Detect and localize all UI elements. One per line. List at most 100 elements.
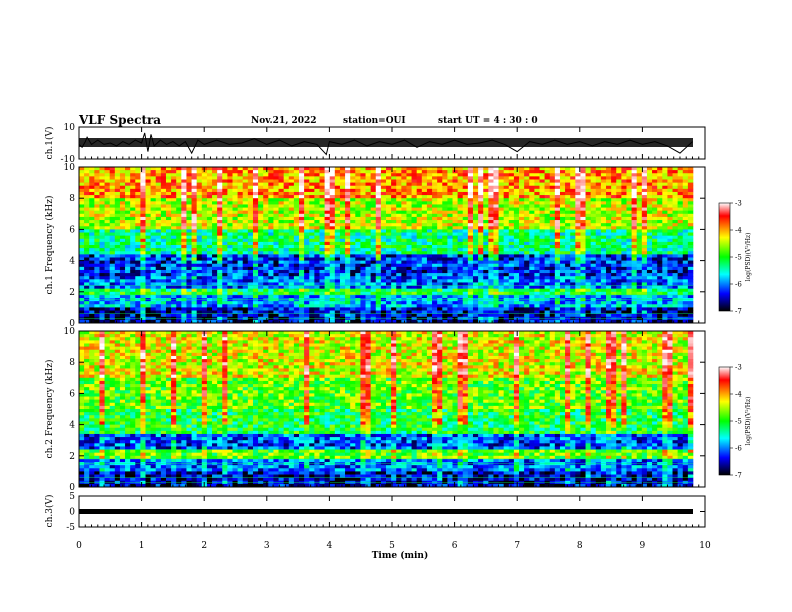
spectrogram-cell [483, 241, 489, 246]
spectrogram-cell [227, 207, 233, 211]
spectrogram-cell [160, 195, 167, 199]
spectrogram-cell [252, 188, 259, 193]
spectrogram-cell [549, 285, 556, 289]
spectrogram-cell [140, 282, 146, 286]
spectrogram-cell [478, 188, 484, 193]
spectrogram-cell [247, 288, 254, 293]
spectrogram-cell [467, 251, 474, 255]
spectrogram-cell [268, 179, 274, 183]
spectrogram-cell [565, 188, 571, 193]
spectrogram-cell [554, 319, 561, 324]
spectrogram-cell [145, 285, 151, 289]
spectrogram-cell [176, 198, 182, 202]
spectrogram-cell [559, 294, 566, 299]
spectrogram-cell [447, 269, 453, 274]
spectrogram-cell [580, 257, 586, 261]
spectrogram-cell [212, 167, 218, 171]
spectrogram-cell [125, 304, 131, 308]
spectrogram-cell [273, 301, 279, 305]
spectrogram-cell [237, 210, 244, 215]
spectrogram-cell [360, 266, 366, 271]
spectrogram-cell [247, 301, 254, 305]
spectrogram-cell [201, 273, 208, 277]
spectrogram-cell [411, 310, 417, 314]
spectrogram-cell [165, 310, 172, 314]
spectrogram-cell [186, 319, 192, 324]
spectrogram-cell [104, 201, 110, 205]
spectrogram-cell [227, 245, 233, 249]
spectrogram-cell [201, 279, 208, 283]
spectrogram-cell [89, 216, 95, 221]
spectrogram-cell [396, 266, 402, 271]
spectrogram-cell [432, 185, 438, 190]
spectrogram-cell [396, 282, 402, 286]
spectrogram-cell [242, 319, 249, 324]
spectrogram-cell [406, 188, 412, 193]
spectrogram-cell [299, 198, 305, 202]
spectrogram-cell [370, 285, 377, 289]
spectrogram-cell [498, 245, 504, 249]
spectrogram-cell [442, 248, 448, 252]
spectrogram-cell [421, 245, 428, 249]
spectrogram-cell [432, 291, 438, 296]
spectrogram-cell [79, 313, 85, 318]
spectrogram-cell [570, 282, 576, 286]
spectrogram-cell [452, 216, 458, 221]
spectrogram-cell [232, 304, 238, 308]
spectrogram-cell [79, 266, 85, 271]
spectrogram-cell [478, 288, 484, 293]
spectrogram-cell [125, 238, 131, 243]
spectrogram-cell [386, 173, 392, 177]
date-label: Nov.21, 2022 [251, 116, 317, 126]
spectrogram-cell [375, 313, 382, 318]
spectrogram-cell [283, 191, 290, 196]
spectrogram-cell [462, 232, 469, 236]
spectrogram-cell [104, 232, 110, 236]
spectrogram-cell [145, 170, 151, 174]
spectrogram-cell [140, 188, 146, 193]
spectrogram-cell [176, 291, 182, 296]
spectrogram-cell [324, 238, 331, 243]
spectrogram-cell [442, 201, 448, 205]
spectrogram-cell [539, 301, 545, 305]
spectrogram-cell [222, 207, 228, 211]
spectrogram-cell [135, 248, 141, 252]
spectrogram-cell [534, 291, 540, 296]
spectrogram-cell [273, 173, 279, 177]
spectrogram-cell [125, 276, 131, 280]
spectrogram-cell [104, 170, 110, 174]
spectrogram-cell [524, 263, 530, 268]
spectrogram-cell [334, 223, 341, 227]
spectrogram-cell [421, 263, 428, 268]
spectrogram-cell [391, 269, 397, 274]
spectrogram-cell [513, 301, 520, 305]
spectrogram-cell [278, 279, 284, 283]
spectrogram-cell [99, 191, 105, 196]
spectrogram-cell [247, 269, 254, 274]
spectrogram-cell [181, 210, 187, 215]
spectrogram-cell [345, 285, 351, 289]
spectrogram-cell [539, 241, 545, 246]
spectrogram-cell [457, 282, 464, 286]
spectrogram-cell [196, 291, 203, 296]
spectrogram-cell [570, 245, 576, 249]
spectrogram-cell [544, 216, 551, 221]
spectrogram-cell [565, 229, 571, 233]
spectrogram-cell [232, 254, 238, 258]
spectrogram-cell [437, 176, 443, 180]
spectrogram-cell [160, 198, 167, 202]
spectrogram-cell [483, 266, 489, 271]
spectrogram-cell [457, 288, 464, 293]
spectrogram-cell [314, 245, 320, 249]
spectrogram-cell [549, 301, 556, 305]
spectrogram-cell [411, 273, 417, 277]
spectrogram-cell [252, 220, 259, 224]
spectrogram-cell [319, 223, 325, 227]
spectrogram-cell [79, 226, 85, 230]
spectrogram-cell [380, 182, 387, 187]
spectrogram-cell [109, 291, 116, 296]
spectrogram-cell [299, 276, 305, 280]
spectrogram-cell [503, 310, 510, 314]
spectrogram-cell [293, 254, 300, 258]
spectrogram-cell [345, 238, 351, 243]
